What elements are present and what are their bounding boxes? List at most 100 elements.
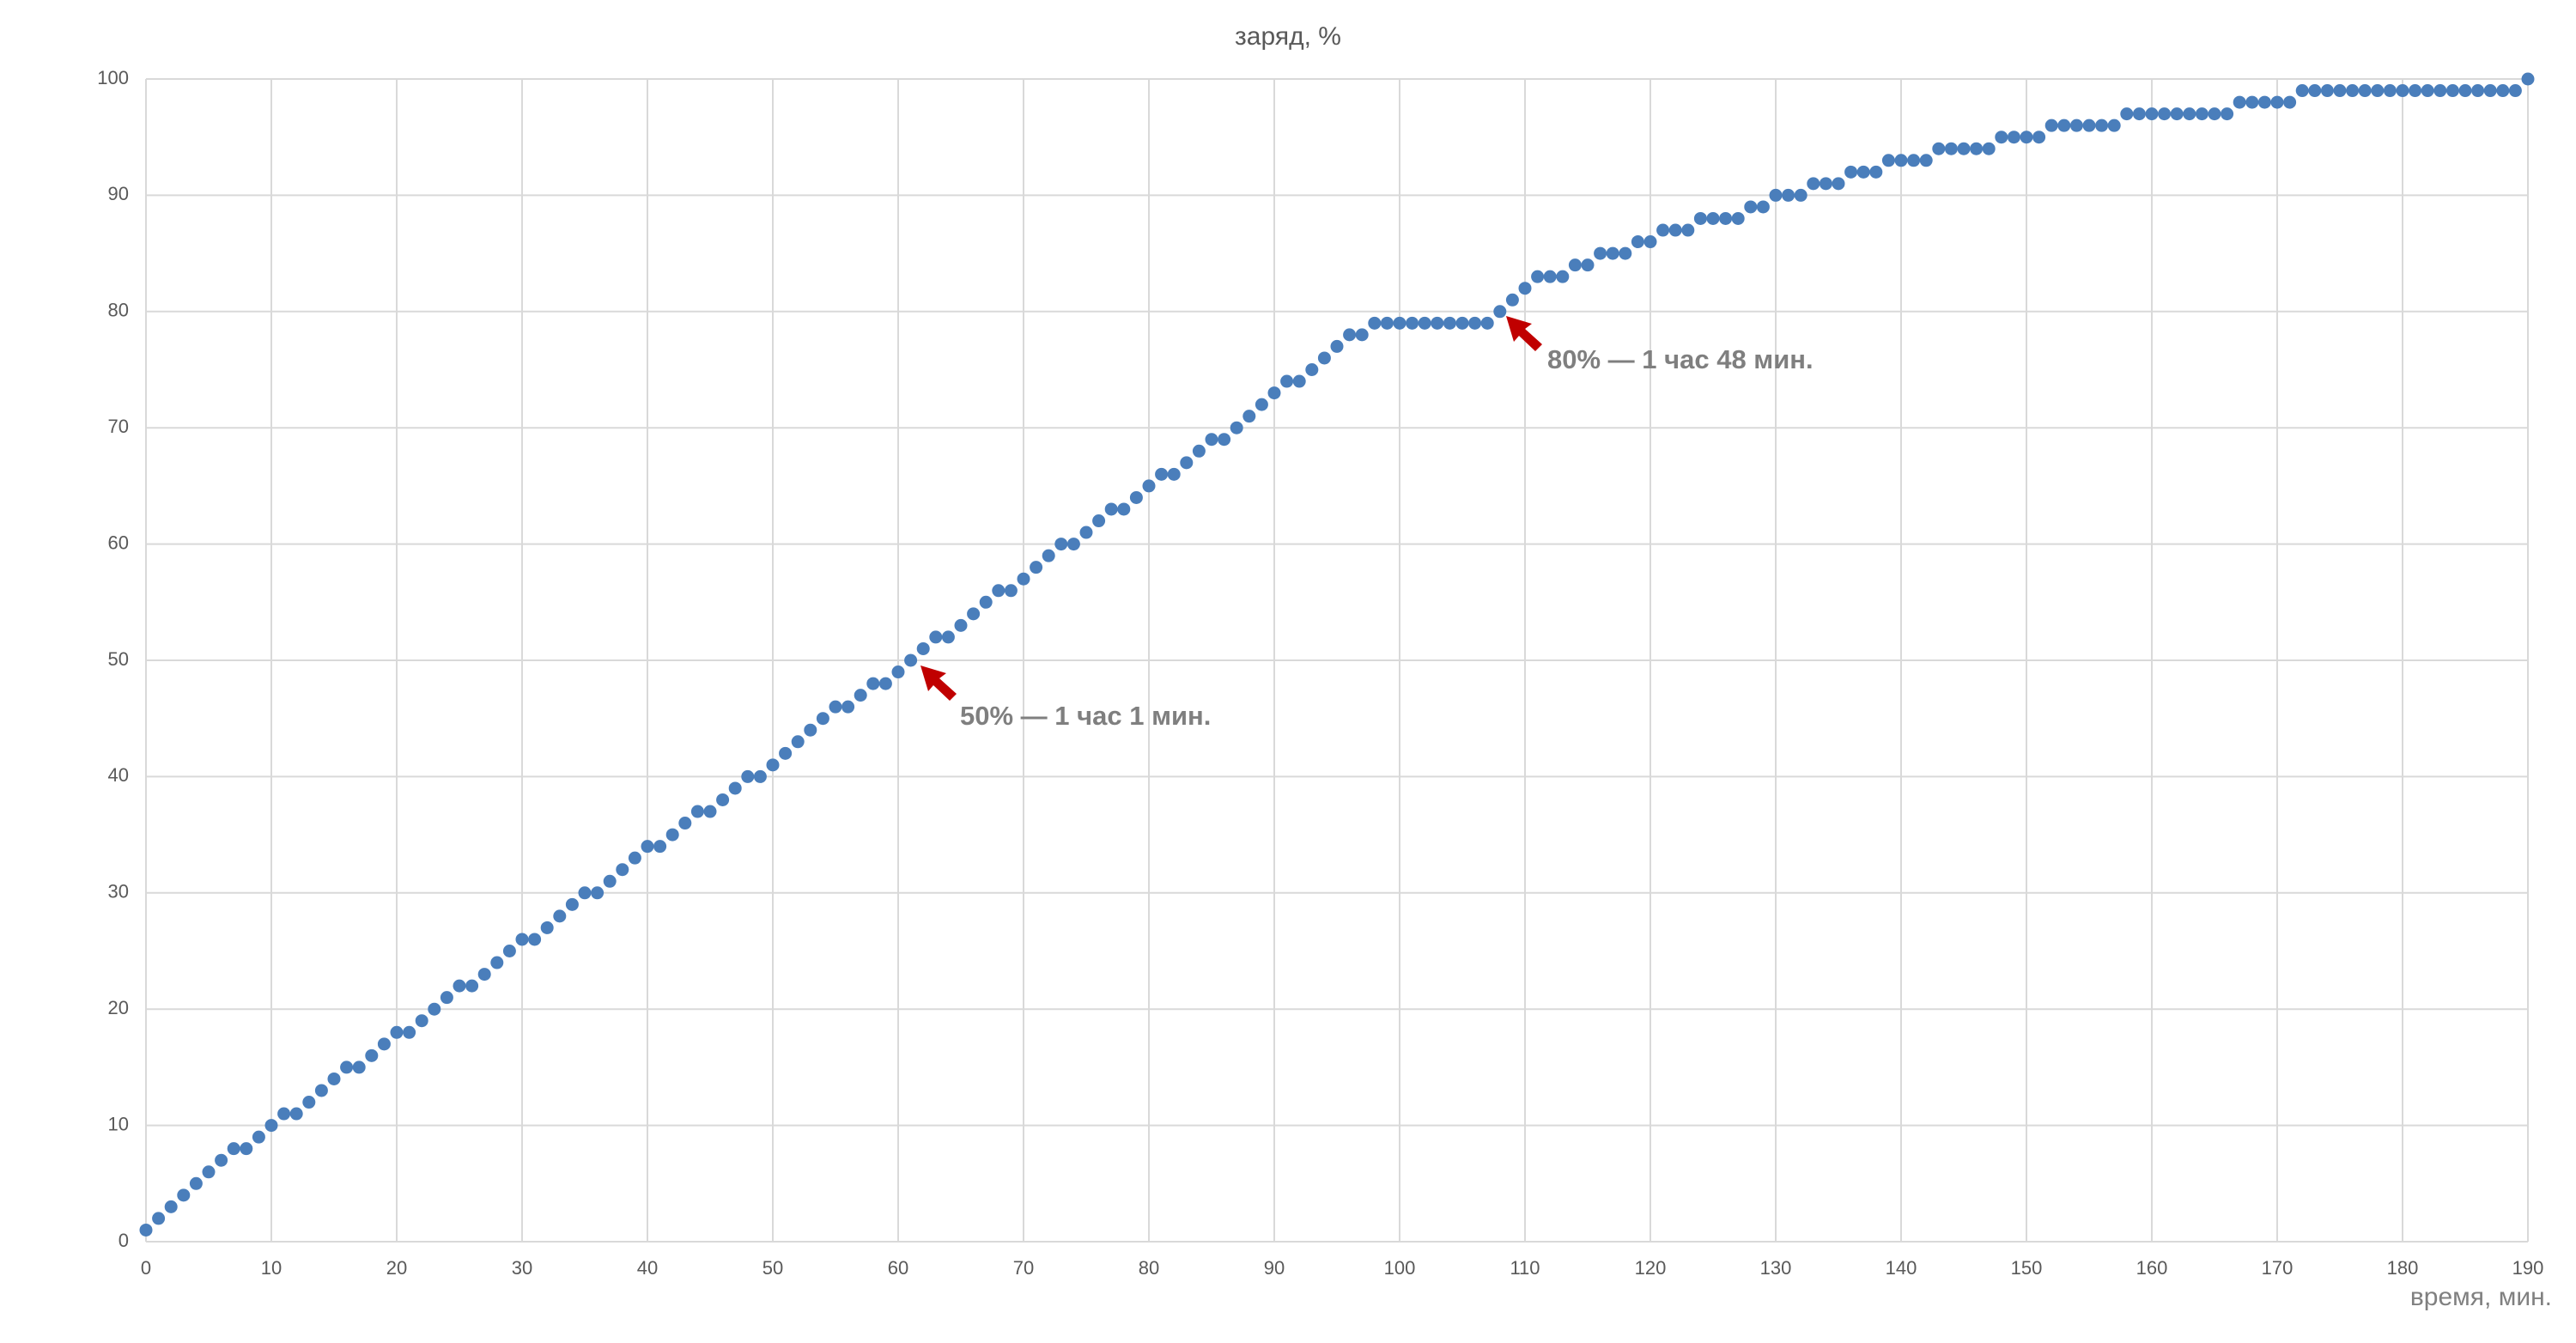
- x-tick-label: 80: [1139, 1257, 1159, 1279]
- data-point: [1944, 142, 1958, 155]
- y-tick-label: 100: [97, 67, 129, 88]
- data-point: [1129, 490, 1143, 504]
- data-point: [2471, 84, 2485, 98]
- data-point: [1594, 246, 1607, 260]
- data-point: [1280, 374, 1294, 388]
- data-point: [741, 769, 755, 783]
- y-tick-label: 20: [108, 997, 129, 1018]
- data-point: [1756, 200, 1770, 214]
- data-point: [703, 805, 717, 818]
- data-point: [2032, 131, 2046, 144]
- data-point: [1894, 154, 1908, 167]
- data-point: [2333, 84, 2347, 98]
- data-point: [1042, 549, 1055, 562]
- data-point: [979, 595, 993, 609]
- data-point: [1794, 188, 1807, 202]
- data-point: [1568, 258, 1582, 272]
- data-point: [1656, 223, 1670, 237]
- data-point: [1393, 316, 1406, 330]
- data-point: [1242, 410, 1256, 423]
- data-point: [1431, 316, 1444, 330]
- data-point: [2257, 95, 2271, 109]
- data-point: [1581, 258, 1595, 272]
- data-point: [1218, 433, 1231, 447]
- data-point: [1004, 584, 1018, 598]
- data-point: [1832, 177, 1845, 191]
- data-point: [352, 1060, 366, 1074]
- data-point: [2120, 107, 2134, 121]
- data-point: [189, 1176, 203, 1190]
- data-point: [2458, 84, 2472, 98]
- data-point: [1505, 293, 1519, 307]
- data-point: [1305, 363, 1319, 376]
- data-point: [1155, 467, 1169, 481]
- data-point: [2107, 118, 2121, 132]
- data-point: [1066, 538, 1080, 551]
- data-point: [1255, 398, 1268, 411]
- data-point: [2044, 118, 2058, 132]
- data-point: [1619, 246, 1632, 260]
- y-tick-label: 10: [108, 1113, 129, 1134]
- data-point: [1480, 316, 1494, 330]
- data-point: [1643, 235, 1657, 249]
- data-point: [967, 607, 981, 621]
- data-point: [1079, 526, 1093, 539]
- data-point: [1230, 421, 1243, 434]
- data-point: [1117, 502, 1131, 516]
- data-point: [428, 1002, 441, 1016]
- data-point: [1970, 142, 1984, 155]
- data-point: [1606, 246, 1619, 260]
- y-tick-label: 60: [108, 532, 129, 553]
- data-point: [2521, 72, 2535, 86]
- data-point: [1731, 211, 1745, 225]
- data-point: [866, 677, 880, 690]
- y-tick-label: 80: [108, 300, 129, 321]
- data-point: [2483, 84, 2497, 98]
- data-point: [2383, 84, 2397, 98]
- data-point: [591, 886, 605, 900]
- x-tick-label: 150: [2011, 1257, 2043, 1279]
- data-point: [1932, 142, 1946, 155]
- data-point: [641, 840, 654, 854]
- data-point: [540, 921, 554, 934]
- y-tick-label: 70: [108, 416, 129, 437]
- y-tick-label: 30: [108, 881, 129, 902]
- data-point: [1706, 211, 1720, 225]
- x-tick-label: 170: [2262, 1257, 2293, 1279]
- chart-title: заряд, %: [1235, 22, 1341, 51]
- data-point: [327, 1072, 341, 1085]
- data-point: [2069, 118, 2083, 132]
- x-tick-label: 0: [141, 1257, 151, 1279]
- data-point: [252, 1130, 265, 1144]
- y-tick-label: 50: [108, 648, 129, 670]
- data-point: [2183, 107, 2196, 121]
- arrow: [920, 316, 1542, 701]
- x-tick-label: 60: [888, 1257, 908, 1279]
- data-point: [1543, 270, 1557, 283]
- data-point: [1054, 538, 1068, 551]
- data-point: [1668, 223, 1682, 237]
- data-point: [202, 1165, 216, 1179]
- data-point: [2508, 84, 2522, 98]
- data-point: [277, 1107, 291, 1121]
- data-point: [1030, 561, 1043, 574]
- x-tick-label: 120: [1635, 1257, 1667, 1279]
- data-point: [2132, 107, 2146, 121]
- x-tick-label: 50: [762, 1257, 783, 1279]
- data-point: [289, 1107, 303, 1121]
- data-point: [603, 874, 617, 888]
- data-point: [1418, 316, 1431, 330]
- data-point: [779, 746, 793, 760]
- data-point: [1017, 572, 1030, 586]
- data-point: [314, 1084, 328, 1097]
- data-point: [340, 1060, 354, 1074]
- x-tick-label: 190: [2512, 1257, 2544, 1279]
- data-point: [1907, 154, 1921, 167]
- data-point: [2283, 95, 2297, 109]
- y-tick-label: 40: [108, 764, 129, 786]
- data-point: [1192, 444, 1206, 458]
- data-point: [616, 863, 629, 877]
- x-tick-label: 40: [637, 1257, 658, 1279]
- data-point: [578, 886, 592, 900]
- data-point: [139, 1223, 153, 1237]
